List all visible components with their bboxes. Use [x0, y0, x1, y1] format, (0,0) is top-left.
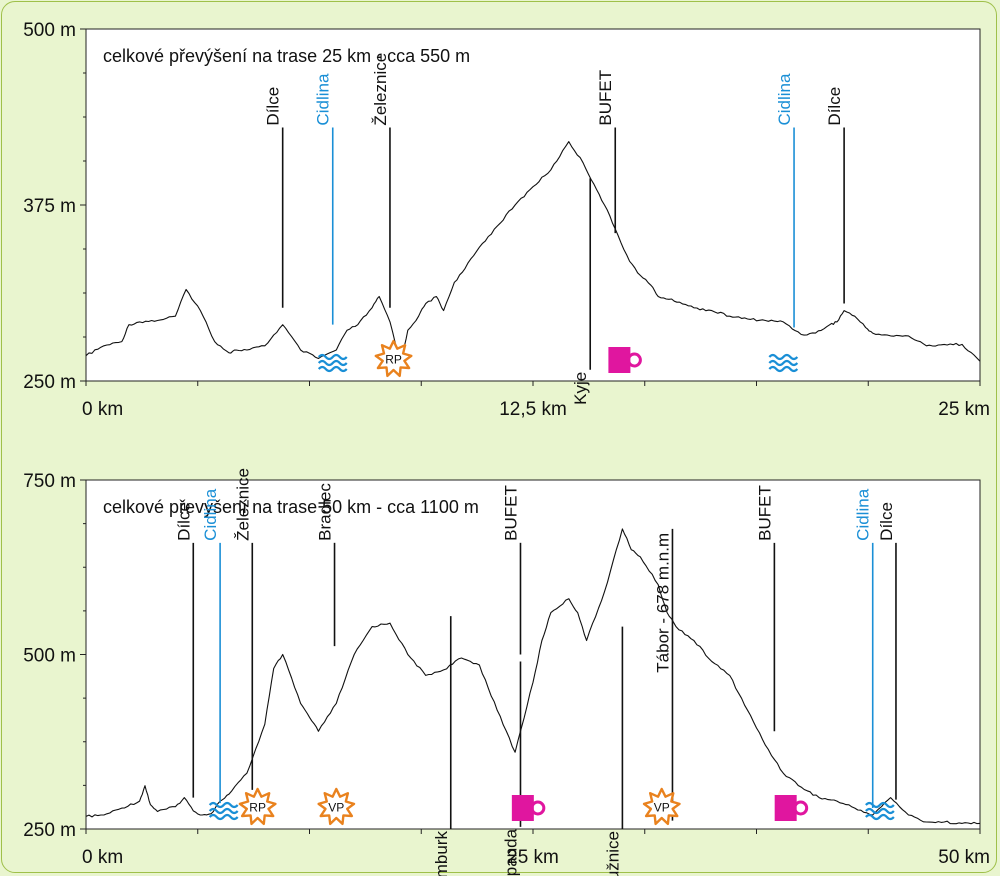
marker-label: Cidlina: [314, 73, 333, 126]
cup-icon: [608, 347, 642, 373]
water-icon: [865, 801, 895, 821]
star-shape: [317, 787, 356, 826]
y-tick-label: 375 m: [23, 196, 76, 217]
star-badge-icon: RP: [238, 787, 277, 826]
water-wave: [208, 807, 239, 815]
y-tick-label: 250 m: [23, 820, 76, 841]
x-tick-label: 12,5 km: [499, 399, 567, 420]
x-tick-label: 0 km: [82, 847, 123, 868]
water-wave: [865, 801, 895, 809]
cup-body: [774, 795, 797, 821]
marker-label: Cidlina: [201, 488, 220, 541]
star-badge-label: RP: [249, 801, 266, 815]
water-wave: [865, 813, 895, 821]
star-badge-label: VP: [654, 801, 670, 815]
marker-label: Železnice: [233, 468, 252, 541]
water-wave: [865, 807, 895, 815]
cup-icon: [511, 795, 546, 821]
y-tick-label: 500 m: [23, 20, 76, 41]
y-tick-label: 250 m: [23, 372, 76, 393]
marker-label: Dílce: [264, 87, 283, 126]
cup-handle: [530, 800, 546, 816]
star-badge-icon: VP: [642, 787, 681, 826]
star-shape: [374, 339, 413, 378]
cup-body: [608, 347, 631, 373]
marker-label: Tábor - 678 m.n.m: [653, 533, 672, 673]
water-wave: [768, 353, 799, 361]
marker-label: Kyje: [571, 372, 590, 405]
marker-label: Dílce: [877, 502, 896, 541]
x-tick-label: 25 km: [507, 847, 559, 868]
chart-title: celkové převýšení na trase 25 km - cca 5…: [103, 46, 470, 66]
water-icon: [768, 353, 799, 373]
water-wave: [317, 359, 348, 367]
star-badge-label: VP: [328, 801, 344, 815]
x-tick-label: 0 km: [82, 399, 123, 420]
plot-area: [85, 28, 981, 382]
water-wave: [208, 813, 239, 821]
cup-body: [511, 795, 534, 821]
star-badge-icon: VP: [317, 787, 356, 826]
star-shape: [642, 787, 681, 826]
marker-label: BUFET: [596, 70, 615, 126]
water-wave: [768, 365, 799, 373]
x-tick-label: 25 km: [938, 399, 990, 420]
star-shape: [238, 787, 277, 826]
y-tick-label: 750 m: [23, 471, 76, 492]
marker-label: BUFET: [755, 485, 774, 541]
elevation-profile-line: [85, 141, 981, 364]
marker-label: Ploužnice: [603, 831, 622, 876]
water-icon: [208, 801, 239, 821]
y-tick-label: 500 m: [23, 646, 76, 667]
water-wave: [208, 801, 239, 809]
water-wave: [768, 359, 799, 367]
marker-label: Kumburk: [432, 831, 451, 876]
marker-label: Cidlina: [775, 73, 794, 126]
water-wave: [317, 353, 348, 361]
marker-label: Bradlec: [316, 483, 335, 541]
marker-label: Klepanda: [501, 828, 520, 876]
marker-label: Železnice: [371, 53, 390, 126]
star-badge-label: RP: [385, 353, 402, 367]
cup-handle: [626, 352, 642, 368]
chart-1: celkové převýšení na trase 25 km - cca 5…: [23, 20, 990, 420]
marker-label: Cidlina: [854, 488, 873, 541]
x-tick-label: 50 km: [938, 847, 990, 868]
chart-title: celkové převýšení na trase 50 km - cca 1…: [103, 497, 479, 517]
water-icon: [317, 353, 348, 373]
marker-label: BUFET: [501, 485, 520, 541]
water-wave: [317, 365, 348, 373]
cup-icon: [774, 795, 809, 821]
cup-handle: [793, 800, 809, 816]
marker-label: Dílce: [825, 87, 844, 126]
star-badge-icon: RP: [374, 339, 413, 378]
chart-2: celkové převýšení na trase 50 km - cca 1…: [23, 468, 990, 876]
marker-label: Dílce: [174, 502, 193, 541]
